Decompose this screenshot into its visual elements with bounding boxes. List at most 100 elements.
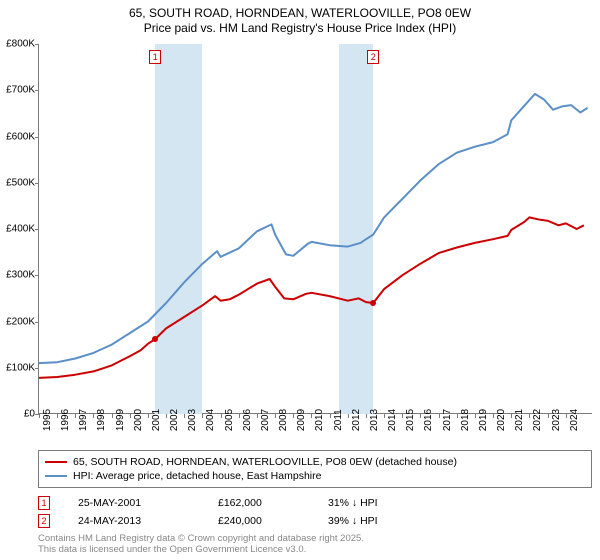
sales-row-delta: 31% ↓ HPI	[328, 497, 428, 509]
x-axis-tick-mark	[529, 414, 530, 418]
x-axis-tick-label: 2009	[296, 409, 307, 431]
x-axis-tick-label: 1999	[115, 409, 126, 431]
sales-row-marker: 2	[38, 514, 50, 528]
sales-row-price: £162,000	[218, 497, 328, 509]
x-axis-tick-mark	[202, 414, 203, 418]
sales-row: 1 25-MAY-2001£162,00031% ↓ HPI	[38, 494, 428, 512]
x-axis-tick-label: 2015	[405, 409, 416, 431]
x-axis-tick-label: 2013	[369, 409, 380, 431]
x-axis-tick-mark	[493, 414, 494, 418]
sales-row-marker: 1	[38, 496, 50, 510]
y-axis-tick-mark	[35, 368, 39, 369]
legend-label: HPI: Average price, detached house, East…	[73, 470, 321, 482]
x-axis-tick-mark	[511, 414, 512, 418]
x-axis-tick-mark	[148, 414, 149, 418]
y-axis-tick-label: £800K	[1, 39, 35, 50]
x-axis-tick-label: 2014	[387, 409, 398, 431]
y-axis-tick-mark	[35, 44, 39, 45]
x-axis-tick-label: 2019	[478, 409, 489, 431]
x-axis-tick-label: 1998	[96, 409, 107, 431]
title-line-1: 65, SOUTH ROAD, HORNDEAN, WATERLOOVILLE,…	[0, 6, 600, 21]
x-axis-tick-mark	[366, 414, 367, 418]
x-axis-tick-label: 2012	[351, 409, 362, 431]
y-axis-tick-label: £500K	[1, 177, 35, 188]
x-axis-tick-label: 2017	[442, 409, 453, 431]
y-axis-tick-label: £300K	[1, 270, 35, 281]
x-axis-tick-label: 2005	[224, 409, 235, 431]
y-axis-tick-label: £100K	[1, 362, 35, 373]
sale-marker-label: 2	[367, 50, 379, 64]
sales-row-date: 24-MAY-2013	[78, 515, 218, 527]
x-axis-tick-mark	[221, 414, 222, 418]
legend-item: HPI: Average price, detached house, East…	[45, 469, 585, 483]
x-axis-tick-label: 2000	[133, 409, 144, 431]
x-axis-tick-label: 2004	[205, 409, 216, 431]
y-axis-tick-mark	[35, 183, 39, 184]
x-axis-tick-label: 2023	[551, 409, 562, 431]
x-axis-tick-mark	[239, 414, 240, 418]
x-axis-tick-mark	[57, 414, 58, 418]
sale-marker-dot	[370, 300, 376, 306]
x-axis-tick-mark	[457, 414, 458, 418]
sales-row: 2 24-MAY-2013£240,00039% ↓ HPI	[38, 512, 428, 530]
x-axis-tick-mark	[548, 414, 549, 418]
legend-item: 65, SOUTH ROAD, HORNDEAN, WATERLOOVILLE,…	[45, 455, 585, 469]
x-axis-tick-label: 2020	[496, 409, 507, 431]
legend-label: 65, SOUTH ROAD, HORNDEAN, WATERLOOVILLE,…	[73, 456, 457, 468]
chart-lines-svg	[39, 44, 593, 414]
chart-plot-area: £0£100K£200K£300K£400K£500K£600K£700K£80…	[38, 44, 592, 414]
x-axis-tick-label: 2010	[314, 409, 325, 431]
x-axis-tick-mark	[439, 414, 440, 418]
y-axis-tick-mark	[35, 275, 39, 276]
y-axis-tick-mark	[35, 322, 39, 323]
y-axis-tick-mark	[35, 90, 39, 91]
x-axis-tick-label: 2018	[460, 409, 471, 431]
legend-swatch	[45, 475, 67, 477]
x-axis-tick-label: 2024	[569, 409, 580, 431]
title-line-2: Price paid vs. HM Land Registry's House …	[0, 21, 600, 36]
x-axis-tick-mark	[39, 414, 40, 418]
x-axis-tick-mark	[257, 414, 258, 418]
x-axis-tick-mark	[348, 414, 349, 418]
sales-table: 1 25-MAY-2001£162,00031% ↓ HPI 2 24-MAY-201…	[38, 494, 428, 530]
sales-row-date: 25-MAY-2001	[78, 497, 218, 509]
legend-box: 65, SOUTH ROAD, HORNDEAN, WATERLOOVILLE,…	[38, 450, 592, 488]
x-axis-tick-mark	[184, 414, 185, 418]
footer-attribution: Contains HM Land Registry data © Crown c…	[38, 534, 364, 556]
x-axis-tick-label: 2002	[169, 409, 180, 431]
x-axis-tick-mark	[112, 414, 113, 418]
title-block: 65, SOUTH ROAD, HORNDEAN, WATERLOOVILLE,…	[0, 0, 600, 36]
x-axis-tick-label: 2007	[260, 409, 271, 431]
x-axis-tick-mark	[166, 414, 167, 418]
sales-row-delta: 39% ↓ HPI	[328, 515, 428, 527]
x-axis-tick-label: 2003	[187, 409, 198, 431]
y-axis-tick-label: £200K	[1, 316, 35, 327]
y-axis-tick-mark	[35, 229, 39, 230]
x-axis-tick-mark	[420, 414, 421, 418]
x-axis-tick-label: 2001	[151, 409, 162, 431]
x-axis-tick-mark	[93, 414, 94, 418]
x-axis-tick-label: 1997	[78, 409, 89, 431]
x-axis-tick-label: 2006	[242, 409, 253, 431]
x-axis-tick-mark	[330, 414, 331, 418]
footer-line-2: This data is licensed under the Open Gov…	[38, 545, 364, 556]
x-axis-tick-mark	[275, 414, 276, 418]
x-axis-tick-mark	[311, 414, 312, 418]
x-axis-tick-mark	[293, 414, 294, 418]
y-axis-tick-label: £600K	[1, 131, 35, 142]
x-axis-tick-mark	[475, 414, 476, 418]
y-axis-tick-label: £700K	[1, 85, 35, 96]
x-axis-tick-label: 2021	[514, 409, 525, 431]
x-axis-tick-label: 2008	[278, 409, 289, 431]
x-axis-tick-label: 2016	[423, 409, 434, 431]
sale-marker-dot	[152, 336, 158, 342]
sales-row-price: £240,000	[218, 515, 328, 527]
x-axis-tick-mark	[75, 414, 76, 418]
x-axis-tick-label: 2011	[333, 409, 344, 431]
x-axis-tick-mark	[402, 414, 403, 418]
chart-container: 65, SOUTH ROAD, HORNDEAN, WATERLOOVILLE,…	[0, 0, 600, 560]
legend-swatch	[45, 461, 67, 463]
x-axis-tick-label: 1996	[60, 409, 71, 431]
sale-marker-label: 1	[149, 50, 161, 64]
y-axis-tick-mark	[35, 137, 39, 138]
